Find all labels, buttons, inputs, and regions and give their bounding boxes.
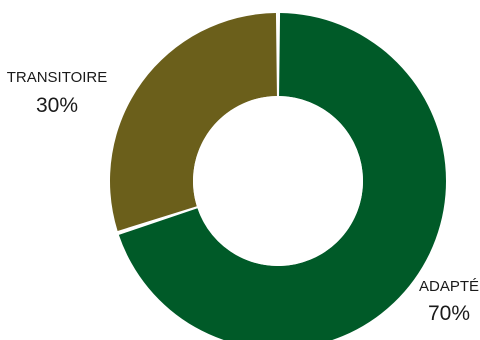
slice-label-adapte: ADAPTÉ bbox=[419, 278, 479, 295]
slice-label-transitoire: TRANSITOIRE bbox=[7, 69, 108, 86]
donut-slices bbox=[110, 13, 446, 340]
slice-value-adapte: 70% bbox=[428, 302, 470, 325]
slice-value-transitoire: 30% bbox=[36, 94, 78, 117]
donut-hole bbox=[193, 96, 363, 266]
donut-slice-transitoire bbox=[110, 13, 277, 231]
donut-slice-adapte bbox=[118, 13, 446, 340]
